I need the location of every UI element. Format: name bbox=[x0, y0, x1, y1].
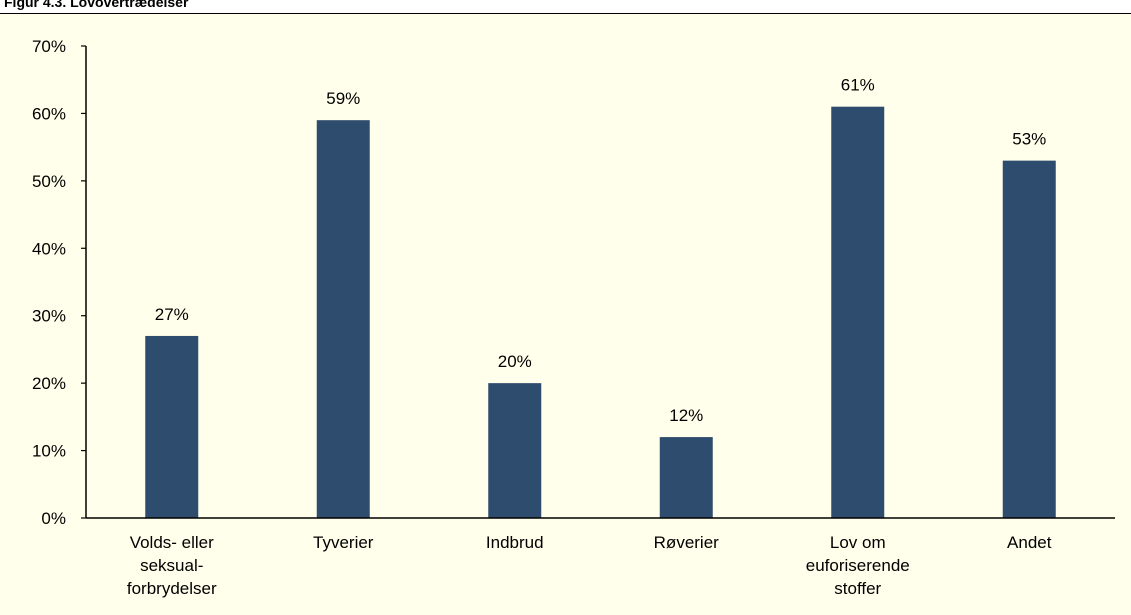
x-tick-label: Indbrud bbox=[486, 533, 544, 552]
figure-header: Figur 4.3. Lovovertrædelser bbox=[0, 0, 1131, 13]
x-tick-label-line: Tyverier bbox=[313, 533, 374, 552]
x-tick-label: Røverier bbox=[654, 533, 720, 552]
bars bbox=[145, 106, 1056, 519]
bar-chart: 0% 10% 20% 30% 40% 50% 60% 70% 27% 59% 20% 12% 61% 5… bbox=[0, 14, 1131, 615]
x-tick-label-line: Indbrud bbox=[486, 533, 544, 552]
x-tick-label: Lov om euforiserende stoffer bbox=[806, 533, 910, 598]
x-axis-ticks: Volds- eller seksual-forbrydelser Tyverier… bbox=[127, 533, 1052, 598]
x-tick-label: Tyverier bbox=[313, 533, 374, 552]
x-tick-label-line: Lov om bbox=[830, 533, 886, 552]
bar bbox=[1002, 160, 1056, 518]
y-tick-label: 30% bbox=[32, 307, 66, 326]
y-tick-label: 50% bbox=[32, 172, 66, 191]
bar-data-label: 27% bbox=[155, 305, 189, 324]
x-tick-label-line: Andet bbox=[1007, 533, 1052, 552]
x-tick-label: Andet bbox=[1007, 533, 1052, 552]
bar-data-label: 59% bbox=[326, 89, 360, 108]
x-tick-label-line: forbrydelser bbox=[127, 579, 217, 598]
title-rule bbox=[0, 13, 1131, 14]
x-tick-label-line: Volds- eller bbox=[130, 533, 214, 552]
bar bbox=[316, 120, 370, 519]
bar-data-label: 61% bbox=[841, 76, 875, 95]
y-tick-label: 0% bbox=[41, 509, 66, 528]
figure-title: Figur 4.3. Lovovertrædelser bbox=[4, 0, 189, 10]
chart-panel: 0% 10% 20% 30% 40% 50% 60% 70% 27% 59% 20% 12% 61% 5… bbox=[0, 14, 1131, 615]
x-tick-label-line: stoffer bbox=[834, 579, 881, 598]
y-tick-label: 70% bbox=[32, 37, 66, 56]
x-tick-label-line: Røverier bbox=[654, 533, 720, 552]
bar bbox=[145, 335, 199, 518]
bar-data-label: 20% bbox=[498, 352, 532, 371]
x-tick-label-line: seksual- bbox=[140, 556, 203, 575]
bar bbox=[488, 383, 542, 518]
bar-data-label: 53% bbox=[1012, 130, 1046, 149]
x-tick-label: Volds- eller seksual-forbrydelser bbox=[127, 533, 217, 598]
y-tick-label: 60% bbox=[32, 104, 66, 123]
y-tick-label: 20% bbox=[32, 374, 66, 393]
bar-data-label: 12% bbox=[669, 406, 703, 425]
y-tick-label: 10% bbox=[32, 442, 66, 461]
x-tick-label-line: euforiserende bbox=[806, 556, 910, 575]
bar bbox=[831, 106, 885, 518]
y-axis-ticks: 0% 10% 20% 30% 40% 50% 60% 70% bbox=[32, 37, 86, 528]
data-labels: 27% 59% 20% 12% 61% 53% bbox=[155, 76, 1047, 425]
bar bbox=[659, 437, 713, 518]
y-tick-label: 40% bbox=[32, 239, 66, 258]
